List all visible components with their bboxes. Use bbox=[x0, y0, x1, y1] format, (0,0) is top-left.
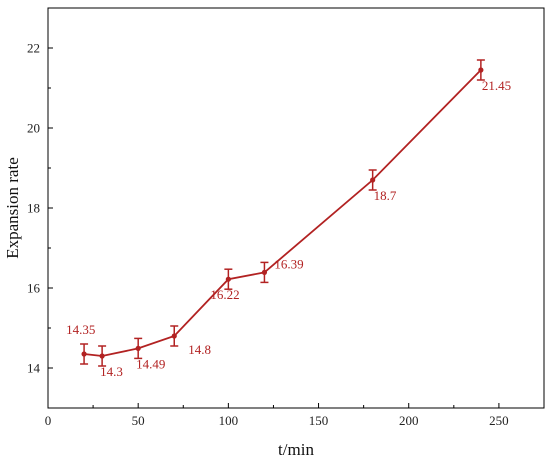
y-tick-label: 22 bbox=[27, 41, 40, 56]
y-tick-label: 18 bbox=[27, 201, 40, 216]
series-line bbox=[83, 69, 482, 357]
data-point bbox=[370, 177, 376, 183]
data-label: 14.49 bbox=[136, 356, 165, 371]
data-label: 21.45 bbox=[482, 78, 511, 93]
x-tick-label: 250 bbox=[489, 413, 509, 428]
x-tick-label: 50 bbox=[132, 413, 145, 428]
data-label: 16.22 bbox=[210, 287, 239, 302]
data-point bbox=[135, 345, 141, 351]
data-point bbox=[478, 67, 484, 73]
data-point bbox=[225, 276, 231, 282]
x-axis-title: t/min bbox=[278, 440, 314, 459]
x-tick-label: 150 bbox=[309, 413, 329, 428]
data-point bbox=[81, 351, 87, 357]
data-point bbox=[171, 333, 177, 339]
y-tick-label: 20 bbox=[27, 121, 40, 136]
x-tick-label: 200 bbox=[399, 413, 419, 428]
data-label: 14.8 bbox=[188, 342, 211, 357]
x-tick-label: 0 bbox=[45, 413, 52, 428]
data-label: 16.39 bbox=[274, 256, 303, 271]
x-tick-label: 100 bbox=[219, 413, 239, 428]
series-layer: 14.35 14.3 14.49 14.8 16.22 16.39 18.7 21.45 bbox=[66, 59, 511, 379]
y-tick-label: 16 bbox=[27, 281, 41, 296]
y-axis-title: Expansion rate bbox=[3, 157, 22, 259]
data-point bbox=[99, 353, 105, 359]
data-point bbox=[261, 269, 268, 275]
data-label: 18.7 bbox=[374, 188, 397, 203]
plot-frame bbox=[47, 7, 545, 409]
data-label: 14.35 bbox=[66, 322, 95, 337]
axes-layer: 0 50 100 150 200 250 14 16 18 20 22 bbox=[27, 7, 509, 428]
data-label: 14.3 bbox=[100, 364, 123, 379]
y-tick-label: 14 bbox=[27, 361, 41, 376]
